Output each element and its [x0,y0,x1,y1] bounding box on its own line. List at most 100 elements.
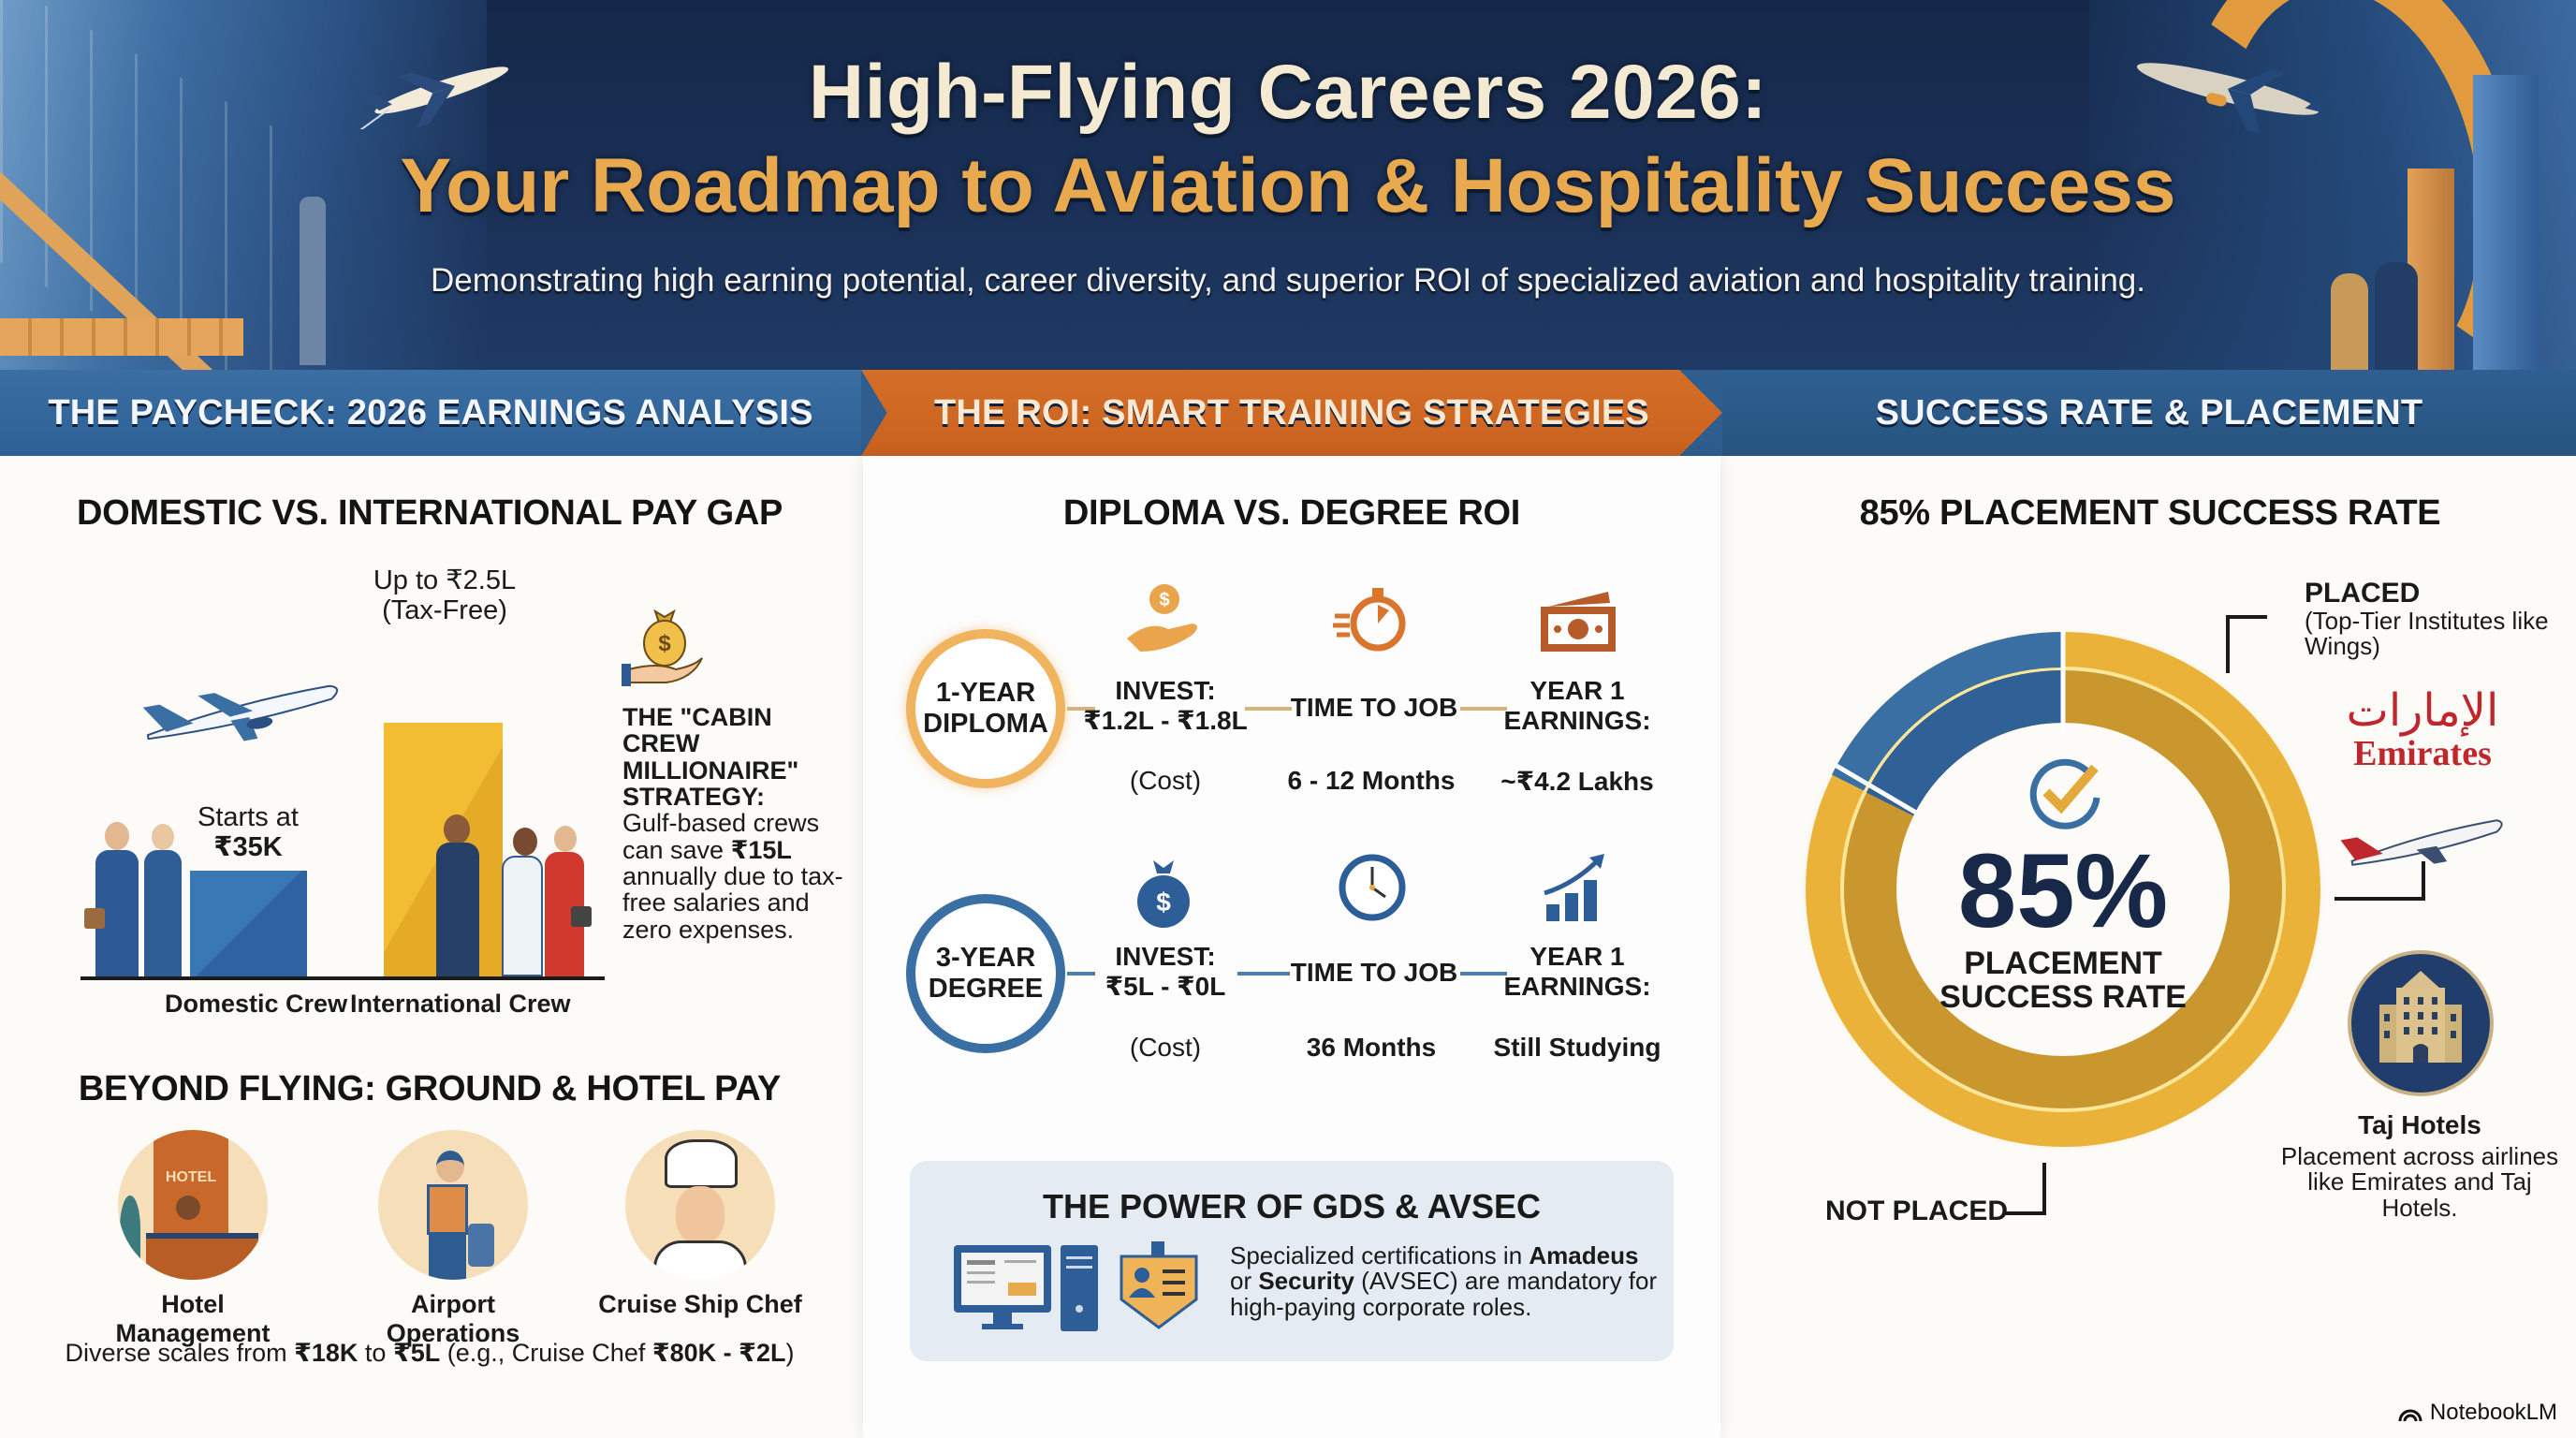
airplane-icon [2136,63,2335,134]
hero-header: High-Flying Careers 2026: Your Roadmap t… [0,0,2576,370]
program-1-year-diploma: 1-YEAR DIPLOMA [906,629,1065,788]
center-label-1: PLACEMENT [1964,946,2162,981]
center-value: 85% [1957,832,2169,949]
not-placed-label: NOT PLACED [1825,1196,2008,1226]
time-to-job-label-degree: TIME TO JOB [1290,958,1458,987]
earnings-value-degree: Still Studying [1493,1033,1661,1062]
gds-avsec-card: THE POWER OF GDS & AVSEC Specialized cer… [910,1161,1674,1361]
earnings-value-diploma: ~₹4.2 Lakhs [1500,767,1654,796]
invest-sub-degree: (Cost) [1129,1033,1202,1062]
section-banners: THE PAYCHECK: 2026 EARNINGS ANALYSIS SUC… [0,370,2576,456]
callout-line [2422,861,2425,901]
title-line-2: Your Roadmap to Aviation & Hospitality S… [400,143,2176,228]
international-value-line-2: (Tax-Free) [382,594,507,625]
clock-icon [1339,854,1406,921]
x-label-international: International Crew [350,990,571,1018]
section-banner-roi: THE ROI: SMART TRAINING STRATEGIES [861,370,1722,456]
center-label-2: SUCCESS RATE [1939,979,2187,1015]
staff-illustration [2323,262,2426,370]
cruise-chef-icon [625,1130,775,1280]
domestic-value-label: Starts at ₹35K [178,802,318,863]
connector [1237,972,1290,976]
svg-text:$: $ [1159,590,1169,610]
taj-hotels-title: Taj Hotels [2358,1110,2481,1139]
city-skyline-illustration [2089,0,2576,370]
section-banner-paycheck: THE PAYCHECK: 2026 EARNINGS ANALYSIS [0,370,861,456]
connector [1460,707,1507,711]
airport-terminal-illustration [0,0,487,370]
earnings-label-diploma: YEAR 1 EARNINGS: [1503,676,1651,736]
svg-text:$: $ [1156,888,1171,917]
international-value-line-1: Up to ₹2.5L [373,565,517,595]
domestic-value-line-1: Starts at [198,802,299,832]
page-title: High-Flying Careers 2026: Your Roadmap t… [0,49,2576,230]
notebooklm-brand: NotebookLM [2398,1400,2557,1426]
placement-donut-chart [1806,629,2320,1147]
computer-icon [954,1245,1098,1331]
placement-title: 85% PLACEMENT SUCCESS RATE [1859,493,2441,533]
notebooklm-logo-icon [2398,1409,2422,1422]
placed-label: PLACED [2305,578,2421,609]
chart-axis [80,976,605,980]
gds-title: THE POWER OF GDS & AVSEC [1042,1187,1542,1225]
section-banner-placement: SUCCESS RATE & PLACEMENT [1722,370,2576,456]
domestic-value-line-2: ₹35K [213,831,283,862]
earnings-label-degree: YEAR 1 EARNINGS: [1503,942,1651,1002]
time-to-job-label-diploma: TIME TO JOB [1290,693,1458,722]
x-label-domestic: Domestic Crew [165,990,348,1018]
id-badge-icon [1120,1241,1198,1329]
bar-domestic [190,871,307,976]
check-circle-icon [2029,758,2100,829]
invest-label-diploma: INVEST: ₹1.2L - ₹1.8L [1083,676,1248,736]
role-cruise-chef: Cruise Ship Chef [598,1290,802,1318]
invest-sub-diploma: (Cost) [1129,766,1202,795]
callout-line [2005,1211,2046,1215]
gds-description: Specialized certifications in Amadeus or… [1230,1241,1658,1321]
airplane-icon [356,66,509,129]
hotel-management-icon: HOTEL [118,1130,268,1280]
role-airport-operations: Airport Operations [386,1290,520,1347]
connector [1245,707,1292,711]
role-hotel-management: Hotel Management [115,1290,271,1347]
airport-operations-icon [378,1130,528,1280]
brand-label: NotebookLM [2429,1400,2557,1425]
cash-icon [1541,592,1616,652]
pay-gap-title: DOMESTIC VS. INTERNATIONAL PAY GAP [76,493,783,533]
subtitle: Demonstrating high earning potential, ca… [430,262,2145,299]
growth-chart-icon [1544,854,1604,921]
international-value-label: Up to ₹2.5L (Tax-Free) [346,565,543,626]
roi-title: DIPLOMA VS. DEGREE ROI [1062,493,1521,533]
taj-hotels-description: Placement across airlines like Emirates … [2280,1142,2559,1222]
placed-sub: (Top-Tier Institutes like Wings) [2305,606,2549,660]
stopwatch-icon [1333,588,1406,652]
donut-center: 85% PLACEMENT SUCCESS RATE [1790,616,2336,1163]
connector [1067,972,1095,976]
connector [1460,972,1507,976]
callout-line [2334,897,2425,901]
strategy-heading: THE "CABIN CREW MILLIONAIRE" STRATEGY: [622,703,799,812]
money-bag-icon: $ [1137,860,1190,928]
not-placed-callout: NOT PLACED [1825,1196,2012,1226]
placed-callout: PLACED (Top-Tier Institutes like Wings) [2305,579,2567,659]
airplane-icon [142,684,339,741]
invest-label-degree: INVEST: ₹5L - ₹0L [1105,942,1226,1002]
svg-text:$: $ [658,631,671,656]
coin-hand-icon: $ [1127,584,1197,652]
title-line-1: High-Flying Careers 2026: [808,50,1768,135]
callout-line [2226,615,2230,673]
salary-range-note: Diverse scales from ₹18K to ₹5L (e.g., C… [65,1339,795,1367]
strategy-body: Gulf-based crews can save ₹15L annually … [622,809,843,944]
cabin-crew-strategy: THE "CABIN CREW MILLIONAIRE" STRATEGY: G… [622,704,852,943]
beyond-flying-title: BEYOND FLYING: GROUND & HOTEL PAY [78,1069,782,1108]
time-value-degree: 36 Months [1306,1033,1437,1062]
hotel-building-icon [2379,971,2462,1063]
taj-hotels-badge [2348,950,2494,1096]
callout-line [2042,1163,2046,1215]
emirates-logo: الإمارات Emirates [2346,684,2499,773]
callout-line [2226,615,2267,619]
time-value-diploma: 6 - 12 Months [1287,766,1456,795]
connector [1067,707,1095,711]
program-3-year-degree: 3-YEAR DEGREE [906,894,1065,1053]
emirates-airplane-icon [2340,819,2503,866]
money-bag-hand-icon: $ [622,609,703,686]
